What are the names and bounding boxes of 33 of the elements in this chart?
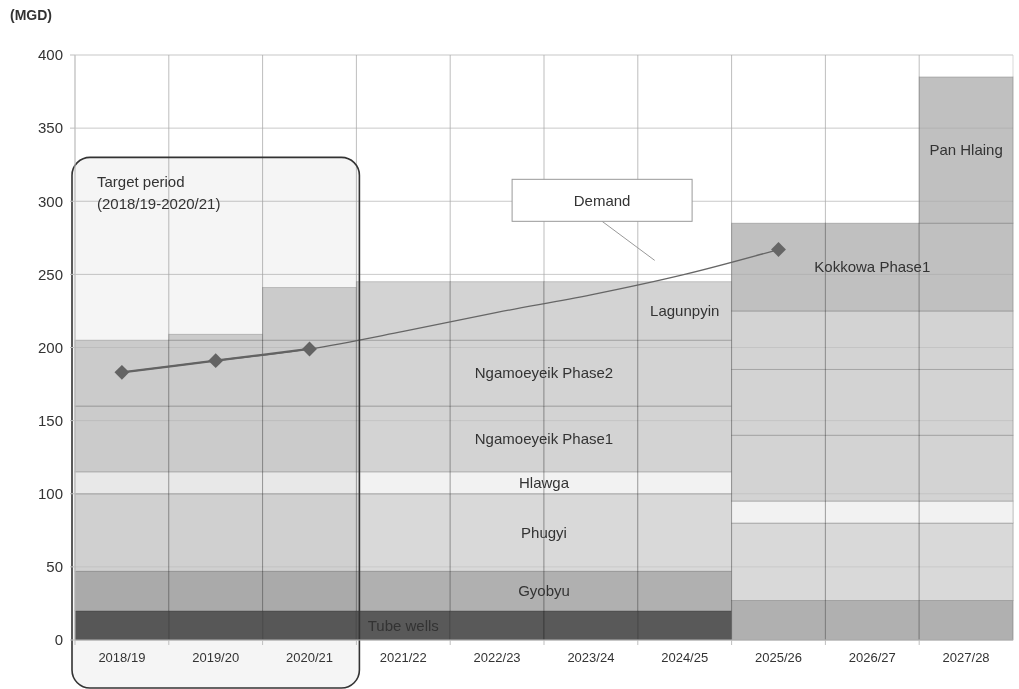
y-axis-title: (MGD) <box>10 7 52 23</box>
x-tick-label: 2023/24 <box>567 650 615 665</box>
x-tick-label: 2024/25 <box>661 650 709 665</box>
y-tick-label: 50 <box>46 558 63 576</box>
series-label: Ngamoeyeik Phase1 <box>474 430 614 448</box>
x-tick-label: 2027/28 <box>942 650 990 665</box>
y-tick-label: 0 <box>54 631 63 649</box>
series-label: Ngamoeyeik Phase2 <box>474 364 614 382</box>
text: Demand <box>573 191 631 209</box>
point <box>208 353 224 369</box>
series-label: Gyobyu <box>518 582 570 600</box>
band-label: Target period (2018/19-2020/21) <box>97 173 221 213</box>
y-tick-label: 100 <box>37 485 63 502</box>
x-tick-label: 2026/27 <box>848 650 896 665</box>
x-tick-label: 2020/21 <box>286 650 333 665</box>
y-tick-label: 350 <box>37 119 63 137</box>
x-tick-label: 2019/20 <box>192 650 240 665</box>
series-label: Kokkowa Phase1 <box>814 258 931 276</box>
series-label: Phugyi <box>521 523 567 541</box>
y-tick-label: 300 <box>37 192 63 210</box>
series-label: Hlawga <box>518 474 570 492</box>
x-tick-label: 2022/23 <box>473 650 521 665</box>
point <box>771 242 786 257</box>
x-tick-label: 2021/22 <box>379 650 427 665</box>
series-label: Lagunpyin <box>650 302 720 320</box>
series-label: Pan Hlaing <box>929 141 1003 159</box>
x-tick-label: 2025/26 <box>755 650 802 665</box>
y-tick-label: 150 <box>37 411 63 429</box>
y-tick-label: 200 <box>37 338 63 356</box>
y-tick-label: 400 <box>37 46 63 64</box>
y-tick-label: 250 <box>37 265 63 283</box>
point <box>114 364 130 380</box>
x-tick-label: 2018/19 <box>98 650 146 665</box>
